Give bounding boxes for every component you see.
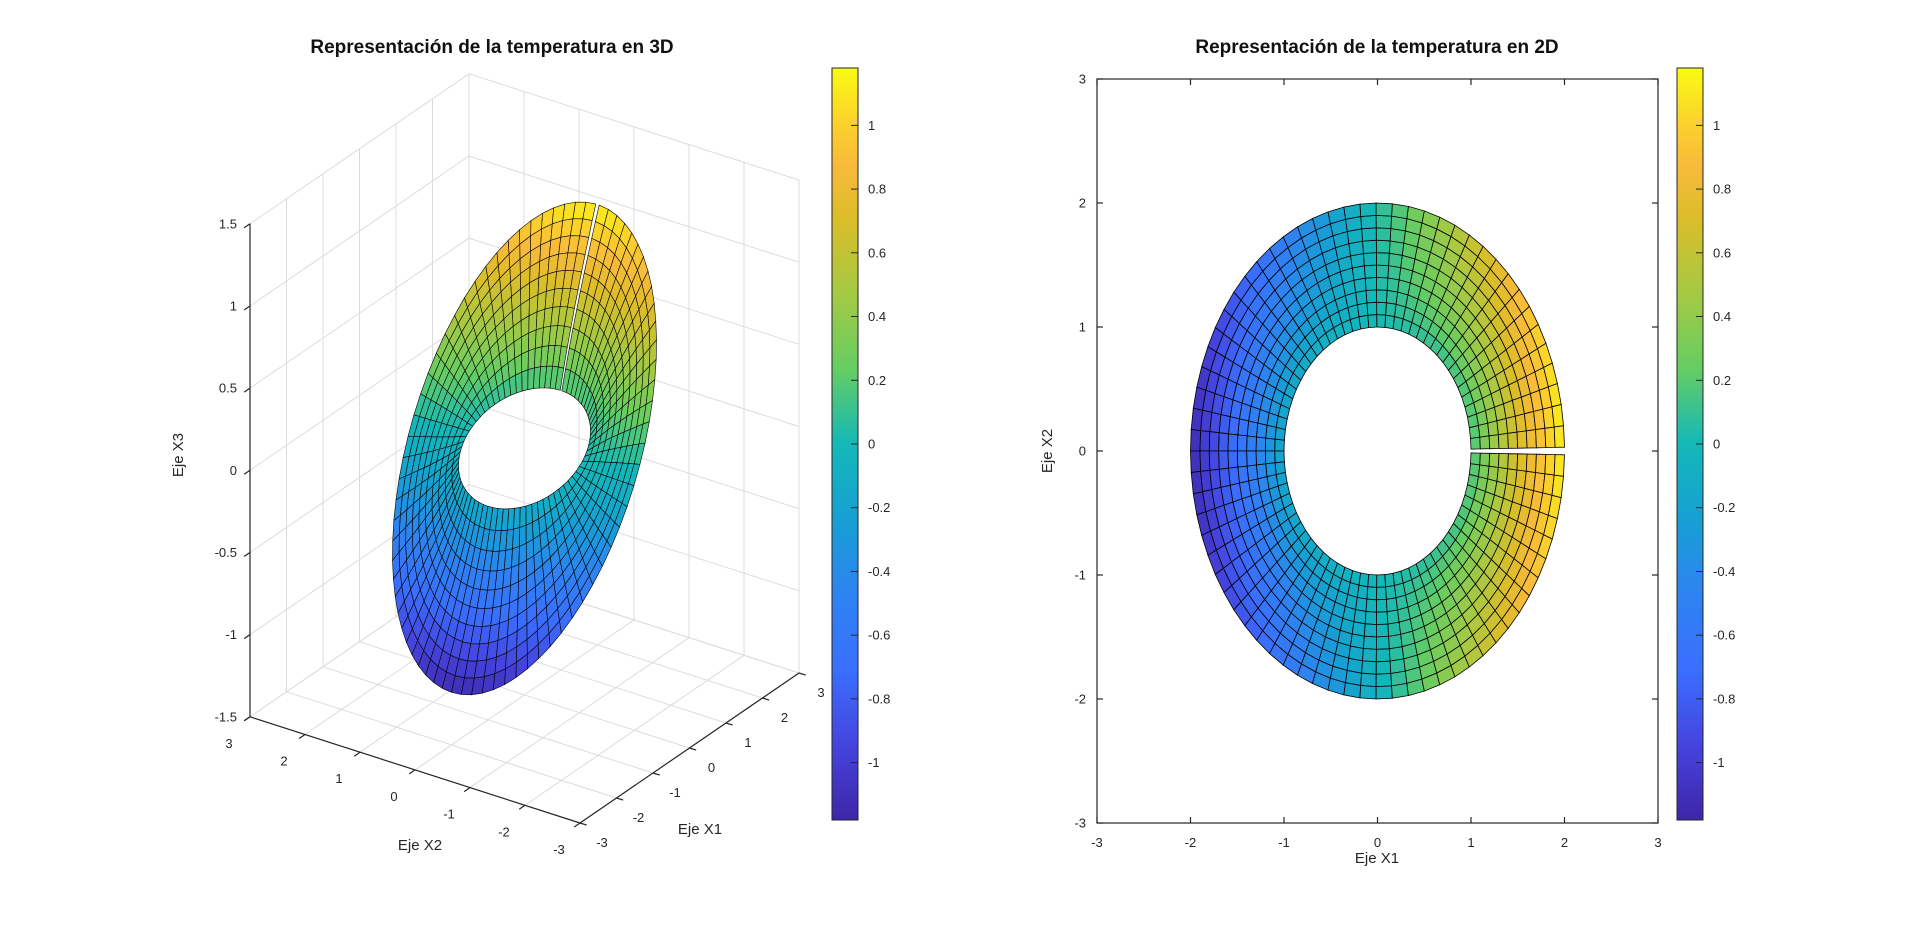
plot2d-y-tick-label: -3 [1074,816,1086,831]
plot3d-y-tick-label: 2 [280,754,287,769]
colorbar-tick-label: -1 [868,755,880,770]
colorbar-tick-label: 0 [868,437,875,452]
plot2d-y-tick-label: -2 [1074,692,1086,707]
colorbar-tick-label: -0.2 [1713,500,1735,515]
plot2d-x-tick-label: 0 [1374,835,1381,850]
plot2d-y-tick-label: 1 [1079,320,1086,335]
plot3d-xlabel: Eje X1 [678,821,722,838]
plot3d-z-tick-label: 0 [230,463,237,478]
colorbar-tick-label: -0.4 [1713,564,1735,579]
plot3d-z-tick-label: 0.5 [219,381,237,396]
colorbar-tick-label: -1 [1713,755,1725,770]
plot3d-x-tick-label: -2 [633,810,645,825]
plot3d-zlabel: Eje X3 [170,433,187,477]
plot3d-y-tick-label: -2 [498,824,510,839]
colorbar-tick-label: 0.4 [1713,309,1731,324]
plot3d-x-tick-label: 1 [744,735,751,750]
plot2d-x-tick-label: 1 [1467,835,1474,850]
colorbar-2d: 1 0.8 0.6 0.4 0.2 0 -0.2 -0.4 -0.6 -0.8 -1 [1676,67,1735,821]
colorbar-tick-label: 0 [1713,437,1720,452]
plot3d-x-tick-label: -1 [669,785,681,800]
colorbar-tick-label: 1 [1713,118,1720,133]
plot3d-y-tick-label: -3 [553,842,565,857]
plot3d-y-tick-label: -1 [443,807,455,822]
colorbar-tick-label: -0.2 [868,500,890,515]
plot2d-x-tick-label: -3 [1091,835,1103,850]
colorbar-tick-label: -0.4 [868,564,890,579]
colorbar-tick-label: -0.6 [868,628,890,643]
colorbar-3d: 1 0.8 0.6 0.4 0.2 0 -0.2 -0.4 -0.6 -0.8 -1 [831,67,890,821]
plot3d-grid [249,73,800,824]
plot2d-tick-labels: -3 -2 -1 0 1 2 3 -3 -2 -1 0 1 2 3 [1074,72,1661,851]
plot3d-x-tick-label: -3 [596,835,608,850]
plot3d-y-tick-label: 3 [225,736,232,751]
colorbar-tick-label: 0.2 [868,373,886,388]
plot3d-y-tick-label: 0 [390,789,397,804]
plot3d-z-tick-label: 1 [230,299,237,314]
plot3d-z-tick-label: -1 [225,627,237,642]
plot3d-axis-lines [243,223,806,828]
colorbar-tick-label: -0.6 [1713,628,1735,643]
plot2d-y-tick-label: -1 [1074,568,1086,583]
plot3d-x-tick-label: 0 [708,760,715,775]
colorbar-tick-label: 0.6 [1713,245,1731,260]
plot3d-title: Representación de la temperatura en 3D [310,37,673,58]
plot3d-y-tick-label: 1 [335,771,342,786]
plot2d-y-tick-label: 0 [1079,444,1086,459]
plot3d-z-tick-label: -0.5 [215,545,237,560]
plot3d-tick-labels: -3 -2 -1 0 1 2 3 -3 -2 -1 0 1 2 3 -1.5 -1 -0.5 0 0.5 1 1.5 [215,216,825,857]
colorbar-tick-label: 0.2 [1713,373,1731,388]
plot2d-y-tick-label: 2 [1079,196,1086,211]
plot2d-x-tick-label: -1 [1278,835,1290,850]
plot3d-x-tick-label: 2 [781,710,788,725]
colorbar-tick-label: 0.8 [1713,182,1731,197]
plot3d-z-tick-label: -1.5 [215,709,237,724]
colorbar-tick-label: -0.8 [868,691,890,706]
plot2d-pcolor-mesh [1190,202,1565,700]
plot2d-ylabel: Eje X2 [1039,429,1056,473]
colorbar-tick-label: 1 [868,118,875,133]
colorbar-tick-label: 0.8 [868,182,886,197]
plot3d-x-tick-label: 3 [817,685,824,700]
plot2d-x-tick-label: -2 [1185,835,1197,850]
colorbar-tick-label: 0.4 [868,309,886,324]
colorbar-tick-label: -0.8 [1713,691,1735,706]
plot3d-surface-mesh [392,201,657,696]
plot2d-xlabel: Eje X1 [1355,850,1399,867]
plot3d-ylabel: Eje X2 [398,837,442,854]
plot2d-y-tick-label: 3 [1079,72,1086,87]
plot2d-x-tick-label: 3 [1654,835,1661,850]
plot3d-z-tick-label: 1.5 [219,216,237,231]
plot2d-axis-box [1096,78,1659,824]
plot2d-title: Representación de la temperatura en 2D [1195,37,1558,58]
plot2d-x-tick-label: 2 [1561,835,1568,850]
colorbar-tick-label: 0.6 [868,245,886,260]
